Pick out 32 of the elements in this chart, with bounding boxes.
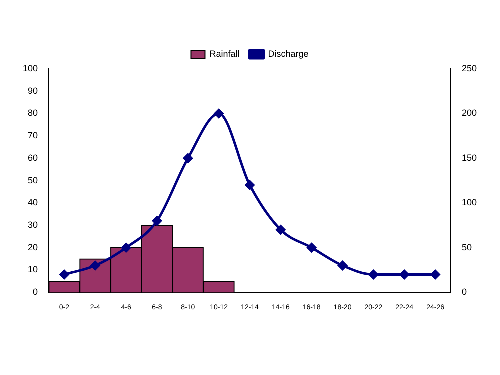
point bbox=[276, 225, 286, 235]
y-tick-label: 40 bbox=[28, 198, 38, 208]
point bbox=[338, 261, 348, 271]
y2-tick-label: 200 bbox=[462, 108, 478, 118]
point bbox=[60, 270, 70, 280]
point bbox=[122, 243, 132, 253]
point bbox=[400, 270, 410, 280]
point bbox=[152, 216, 162, 226]
y-tick-label: 80 bbox=[28, 108, 38, 118]
y2-tick-label: 250 bbox=[462, 63, 478, 74]
y-tick-label: 20 bbox=[28, 242, 38, 252]
point bbox=[307, 243, 317, 253]
y2-tick-label: 0 bbox=[462, 287, 467, 298]
y-tick-label: 50 bbox=[28, 175, 38, 186]
legend-label: Rainfall bbox=[210, 48, 240, 59]
y2-tick-label: 100 bbox=[462, 198, 478, 208]
y-tick-label: 90 bbox=[28, 86, 38, 96]
point bbox=[183, 154, 193, 164]
point bbox=[430, 270, 440, 280]
point bbox=[368, 270, 378, 280]
point bbox=[90, 261, 100, 271]
point bbox=[214, 108, 224, 118]
y-tick-label: 10 bbox=[28, 264, 38, 275]
y2-tick-label: 50 bbox=[462, 242, 472, 252]
y-tick-label: 0 bbox=[33, 287, 38, 298]
y2-tick-label: 150 bbox=[462, 152, 478, 163]
point bbox=[245, 180, 255, 190]
y-tick-label: 60 bbox=[28, 152, 38, 163]
y-tick-label: 70 bbox=[28, 130, 38, 141]
y-tick-label: 30 bbox=[28, 220, 38, 230]
y-tick-label: 100 bbox=[22, 63, 38, 74]
legend-label: Discharge bbox=[268, 48, 309, 59]
